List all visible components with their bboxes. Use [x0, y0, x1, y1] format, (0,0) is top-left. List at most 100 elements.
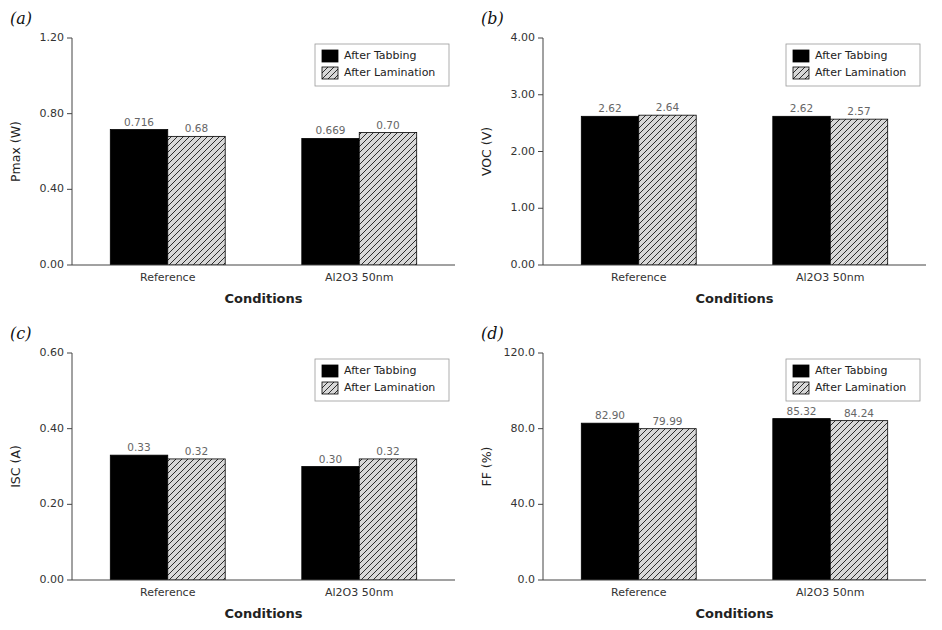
- y-tick-label: 40.0: [511, 497, 536, 510]
- legend-box: [786, 359, 920, 401]
- x-axis-line: [543, 265, 926, 266]
- panel: 0.000.200.400.600.330.300.320.32Referenc…: [8, 324, 455, 621]
- data-label: 0.32: [376, 445, 399, 457]
- data-label: 0.669: [315, 124, 345, 136]
- bars: [581, 419, 887, 580]
- panel: 0.001.002.003.004.002.622.622.642.57Refe…: [479, 9, 926, 306]
- x-axis-label: Conditions: [224, 606, 302, 621]
- y-tick-label: 0.60: [40, 346, 65, 359]
- x-axis-line: [72, 265, 455, 266]
- panel: 0.0 40.0 80.0 120.0 82.9085.3279.9984.24 Refe…: [479, 324, 926, 621]
- x-axis-label: Conditions: [224, 291, 302, 306]
- bar: [359, 133, 416, 265]
- y-tick: [538, 265, 543, 266]
- legend: After Tabbing After Lamination: [315, 359, 449, 401]
- data-label: 2.57: [847, 105, 870, 117]
- y-axis-label: Pmax (W): [8, 121, 23, 182]
- bar: [830, 119, 887, 265]
- y-tick: [67, 265, 72, 266]
- y-axis-line: [72, 353, 73, 580]
- x-tick-label: Al2O3 50nm: [796, 586, 864, 599]
- legend-swatch: [793, 67, 809, 79]
- y-axis-label: ISC (A): [8, 445, 23, 488]
- bar: [773, 116, 830, 265]
- y-tick: [67, 580, 72, 581]
- data-label: 0.716: [124, 116, 154, 128]
- legend-box: [315, 44, 449, 86]
- y-tick-label: 3.00: [511, 88, 536, 101]
- y-axis-label: VOC (V): [479, 127, 494, 176]
- y-tick-label: 2.00: [511, 145, 536, 158]
- data-label: 2.62: [790, 102, 813, 114]
- x-tick-label: Reference: [611, 586, 667, 599]
- legend-label: After Tabbing: [344, 49, 417, 62]
- y-tick-label: 0.00: [511, 258, 536, 271]
- data-labels: 2.622.622.642.57: [598, 101, 870, 117]
- legend-box: [786, 44, 920, 86]
- y-tick: [538, 353, 543, 354]
- legend-box: [315, 359, 449, 401]
- bar: [110, 455, 167, 580]
- bars: [581, 115, 887, 265]
- y-axis-line: [543, 38, 544, 265]
- y-tick: [67, 353, 72, 354]
- data-label: 0.32: [185, 445, 208, 457]
- legend-label: After Lamination: [344, 381, 435, 394]
- y-tick: [538, 151, 543, 152]
- y-tick-label: 0.20: [40, 497, 65, 510]
- x-axis-label: Conditions: [695, 291, 773, 306]
- y-tick-label: 80.0: [511, 422, 536, 435]
- y-tick-label: 0.40: [40, 182, 65, 195]
- y-tick-label: 0.0: [518, 573, 536, 586]
- bar: [168, 136, 225, 265]
- y-axis-line: [72, 38, 73, 265]
- legend-swatch: [793, 50, 809, 62]
- bar: [110, 130, 167, 265]
- bar: [639, 115, 696, 265]
- legend-swatch: [793, 382, 809, 394]
- bar: [773, 419, 830, 580]
- x-axis-label: Conditions: [695, 606, 773, 621]
- y-tick: [67, 113, 72, 114]
- bars: [110, 130, 416, 265]
- data-label: 0.30: [319, 453, 342, 465]
- y-tick: [538, 208, 543, 209]
- x-tick-label: Reference: [140, 271, 196, 284]
- bar: [168, 459, 225, 580]
- panel-label: (b): [481, 9, 504, 28]
- legend-swatch: [793, 365, 809, 377]
- bars: [110, 455, 416, 580]
- figure: 0.000.400.801.200.7160.6690.680.70Refere…: [0, 0, 942, 630]
- legend-label: After Lamination: [815, 381, 906, 394]
- legend-label: After Tabbing: [344, 364, 417, 377]
- legend-label: After Tabbing: [815, 364, 888, 377]
- data-label: 0.33: [127, 441, 150, 453]
- bar: [639, 429, 696, 580]
- data-label: 82.90: [595, 409, 625, 421]
- y-tick: [538, 94, 543, 95]
- y-tick-label: 0.80: [40, 107, 65, 120]
- data-label: 0.70: [376, 119, 399, 131]
- panel-label: (c): [10, 324, 31, 343]
- bar: [359, 459, 416, 580]
- data-label: 2.64: [656, 101, 680, 113]
- y-tick-label: 0.40: [40, 422, 65, 435]
- legend-label: After Lamination: [344, 66, 435, 79]
- data-label: 79.99: [652, 415, 682, 427]
- y-tick: [538, 504, 543, 505]
- y-tick-label: 4.00: [511, 31, 536, 44]
- y-tick: [67, 38, 72, 39]
- panel: 0.000.400.801.200.7160.6690.680.70Refere…: [8, 9, 455, 306]
- x-axis-line: [72, 580, 455, 581]
- bar: [830, 421, 887, 580]
- bar: [302, 138, 359, 265]
- legend: After Tabbing After Lamination: [315, 44, 449, 86]
- y-tick-label: 1.00: [511, 201, 536, 214]
- y-axis-line: [543, 353, 544, 580]
- y-tick-label: 120.0: [504, 346, 536, 359]
- x-axis-line: [543, 580, 926, 581]
- y-tick-label: 1.20: [40, 31, 65, 44]
- x-tick-label: Reference: [611, 271, 667, 284]
- data-labels: 82.9085.3279.9984.24: [595, 405, 874, 427]
- legend-label: After Tabbing: [815, 49, 888, 62]
